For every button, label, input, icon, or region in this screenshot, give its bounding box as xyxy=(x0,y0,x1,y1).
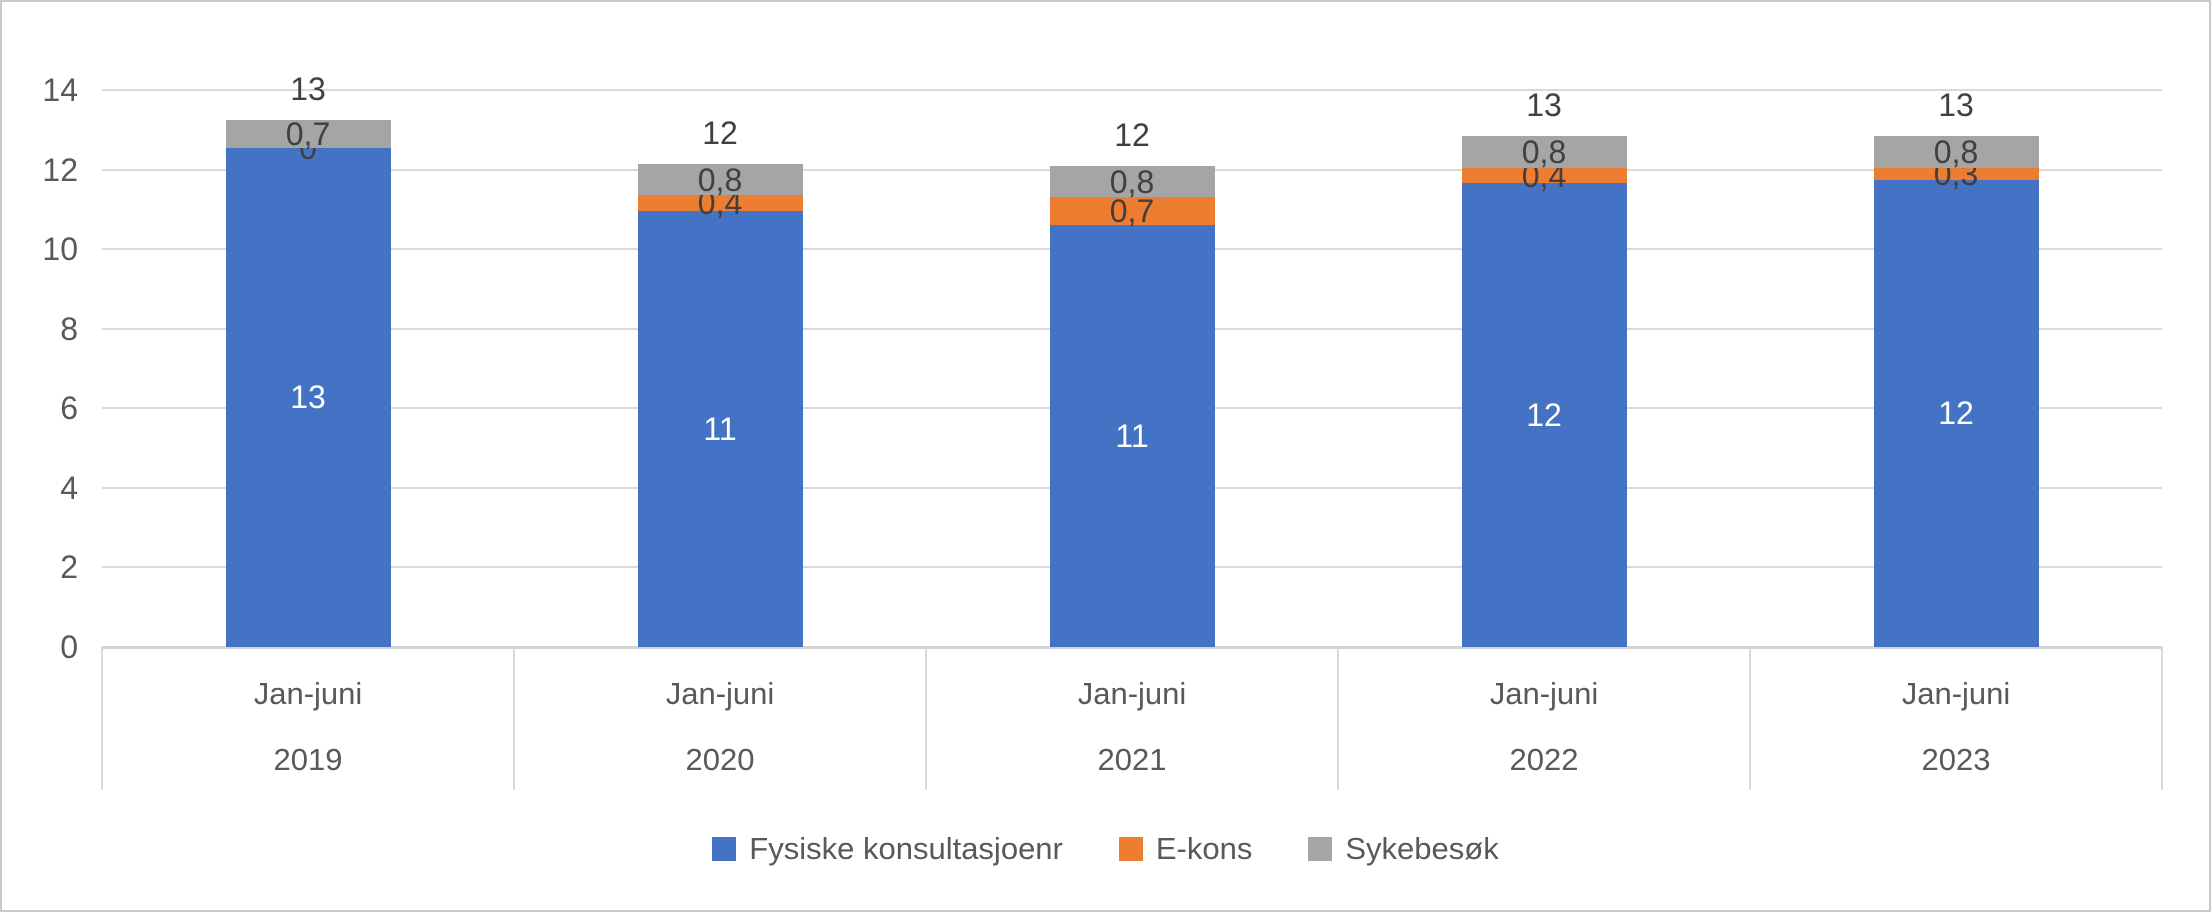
x-category-year-label: 2022 xyxy=(1509,742,1579,777)
x-category-year-label: 2021 xyxy=(1097,742,1167,777)
y-tick-label: 8 xyxy=(60,310,78,347)
legend-item-fysiske-konsultasjoner: Fysiske konsultasjoenr xyxy=(712,831,1063,867)
category-divider xyxy=(513,647,515,790)
data-label-fysiske-konsultasjoner: 12 xyxy=(1938,395,1974,432)
data-label-fysiske-konsultasjoner: 11 xyxy=(703,411,737,448)
y-tick-label: 6 xyxy=(60,390,78,427)
category-divider xyxy=(2161,647,2163,790)
y-tick-label: 4 xyxy=(60,469,78,506)
data-label-sykebesok: 0,7 xyxy=(285,115,331,152)
y-tick-label: 10 xyxy=(42,231,78,268)
bar-segment-sykebesok xyxy=(1873,135,2039,168)
total-label: 13 xyxy=(1938,86,1974,123)
bar-segment-e-kons xyxy=(1049,197,1215,226)
bar-segment-e-kons xyxy=(1461,167,1627,184)
bar-segment-fysiske-konsultasjoner xyxy=(1049,225,1215,647)
y-tick-label: 2 xyxy=(60,549,78,586)
legend-item-e-kons: E-kons xyxy=(1118,831,1253,867)
category-divider xyxy=(925,647,927,790)
bar-segment-fysiske-konsultasjoner xyxy=(1461,183,1627,647)
legend-label: E-kons xyxy=(1155,831,1253,866)
x-category-period-label: Jan-juni xyxy=(1489,676,1599,711)
bar-segment-fysiske-konsultasjoner xyxy=(637,211,803,647)
category-divider xyxy=(1337,647,1339,790)
legend-label: Sykebesøk xyxy=(1345,831,1499,866)
bar-segment-sykebesok xyxy=(1049,165,1215,198)
data-label-fysiske-konsultasjoner: 11 xyxy=(1115,418,1149,455)
data-label-e-kons: 0,7 xyxy=(1109,193,1155,230)
bar-segment-fysiske-konsultasjoner xyxy=(1873,179,2039,647)
data-label-fysiske-konsultasjoner: 12 xyxy=(1526,397,1562,434)
data-label-sykebesok: 0,8 xyxy=(1521,133,1567,170)
gridline xyxy=(102,89,2162,91)
legend-swatch-icon-e-kons xyxy=(1118,837,1143,861)
legend-label: Fysiske konsultasjoenr xyxy=(749,831,1063,866)
data-label-fysiske-konsultasjoner: 13 xyxy=(290,379,326,416)
total-label: 12 xyxy=(1114,116,1150,153)
bar-segment-e-kons xyxy=(1873,167,2039,180)
bar-segment-e-kons xyxy=(637,195,803,212)
x-category-period-label: Jan-juni xyxy=(1901,676,2011,711)
bar-segment-fysiske-konsultasjoner xyxy=(225,147,391,647)
bar-segment-sykebesok xyxy=(225,119,391,148)
total-label: 13 xyxy=(290,70,326,107)
data-label-sykebesok: 0,8 xyxy=(697,161,743,198)
x-axis-baseline xyxy=(102,646,2162,649)
total-label: 12 xyxy=(702,114,738,151)
total-label: 13 xyxy=(1526,86,1562,123)
bar-segment-sykebesok xyxy=(637,163,803,196)
legend: Fysiske konsultasjoenr E-kons Sykebesøk xyxy=(2,824,2209,874)
legend-swatch-icon-sykebesok xyxy=(1308,837,1333,861)
data-label-sykebesok: 0,8 xyxy=(1933,133,1979,170)
category-divider xyxy=(1749,647,1751,790)
y-tick-label: 14 xyxy=(42,72,78,108)
x-category-year-label: 2023 xyxy=(1921,742,1991,777)
x-category-year-label: 2020 xyxy=(685,742,755,777)
bar-segment-sykebesok xyxy=(1461,135,1627,168)
y-tick-label: 12 xyxy=(42,151,78,188)
x-category-period-label: Jan-juni xyxy=(1077,676,1187,711)
data-label-sykebesok: 0,8 xyxy=(1109,163,1155,200)
x-category-year-label: 2019 xyxy=(273,742,343,777)
legend-item-sykebesok: Sykebesøk xyxy=(1308,831,1499,867)
legend-swatch-icon-fysiske-konsultasjoner xyxy=(712,837,737,861)
x-category-period-label: Jan-juni xyxy=(665,676,775,711)
category-divider xyxy=(101,647,103,790)
y-tick-label: 0 xyxy=(60,629,78,665)
x-category-period-label: Jan-juni xyxy=(253,676,363,711)
